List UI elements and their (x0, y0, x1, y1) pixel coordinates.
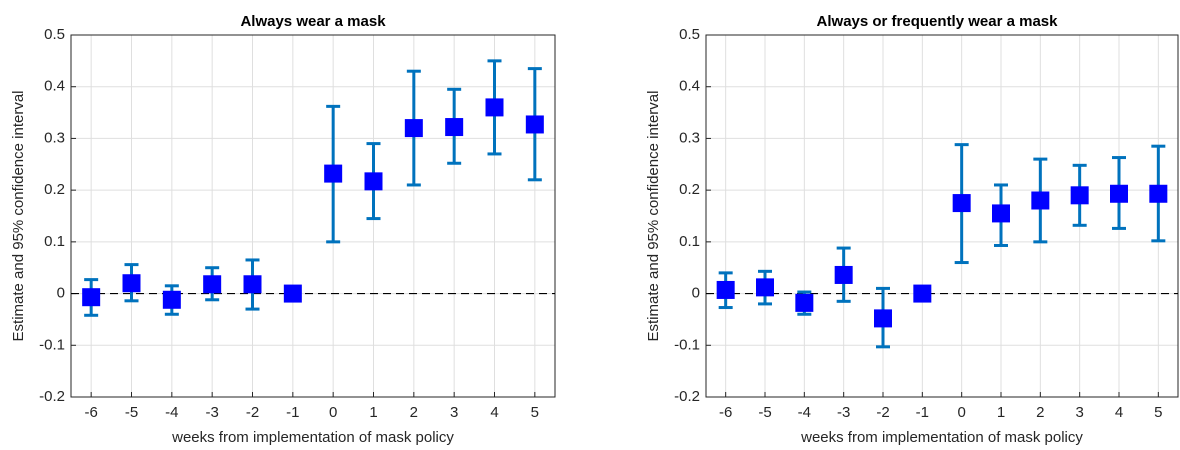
x-tick-label: 3 (450, 404, 458, 421)
plot-area (71, 35, 555, 397)
estimate-marker (485, 98, 504, 117)
estimate-marker (1070, 186, 1089, 205)
y-tick-label: 0.1 (44, 233, 65, 250)
estimate-marker (1031, 191, 1050, 210)
x-axis-label: weeks from implementation of mask policy (171, 429, 454, 446)
x-tick-label: -6 (84, 404, 97, 421)
x-tick-label: 4 (490, 404, 498, 421)
x-tick-label: -1 (286, 404, 299, 421)
y-axis-label: Estimate and 95% confidence interval (10, 91, 27, 342)
chart-title: Always or frequently wear a mask (817, 13, 1059, 30)
estimate-marker (952, 194, 971, 213)
estimate-marker (795, 293, 814, 312)
x-tick-label: 2 (1036, 404, 1044, 421)
axes-box (70, 34, 556, 398)
y-tick-label: 0.1 (679, 233, 700, 250)
x-tick-label: 3 (1075, 404, 1083, 421)
y-tick-label: -0.1 (674, 336, 700, 353)
plot-area (706, 35, 1178, 397)
y-tick-label: 0 (692, 285, 700, 302)
estimate-marker (913, 284, 932, 303)
y-tick-label: 0.5 (679, 26, 700, 43)
x-tick-label: 4 (1115, 404, 1123, 421)
y-tick-label: 0.5 (44, 26, 65, 43)
estimate-marker (283, 284, 302, 303)
x-tick-label: 1 (997, 404, 1005, 421)
axes-box (705, 34, 1179, 398)
estimate-marker (324, 164, 343, 183)
y-axis-label: Estimate and 95% confidence interval (645, 91, 662, 342)
y-tick-label: -0.2 (39, 388, 65, 405)
estimate-marker (874, 309, 892, 328)
x-tick-label: -3 (205, 404, 218, 421)
x-tick-label: -4 (165, 404, 178, 421)
estimate-marker (445, 118, 464, 137)
x-tick-label: 0 (957, 404, 965, 421)
x-tick-label: 0 (329, 404, 337, 421)
x-tick-label: 1 (369, 404, 377, 421)
y-tick-label: 0.2 (679, 181, 700, 198)
y-tick-label: 0 (57, 285, 65, 302)
estimate-marker (243, 275, 262, 294)
estimate-marker (122, 274, 141, 293)
y-tick-label: 0.3 (679, 129, 700, 146)
y-tick-label: -0.2 (674, 388, 700, 405)
x-tick-label: -2 (246, 404, 259, 421)
y-tick-label: 0.2 (44, 181, 65, 198)
estimate-marker (404, 119, 423, 138)
estimate-marker (834, 265, 853, 284)
x-tick-label: -5 (125, 404, 138, 421)
estimate-marker (364, 172, 383, 191)
estimate-marker (162, 290, 181, 309)
estimate-marker (1149, 184, 1168, 203)
y-tick-label: 0.4 (44, 78, 65, 95)
x-tick-label: -6 (719, 404, 732, 421)
x-tick-label: 5 (1154, 404, 1162, 421)
x-tick-label: 5 (531, 404, 539, 421)
x-tick-label: -1 (916, 404, 929, 421)
x-tick-label: -3 (837, 404, 850, 421)
y-tick-label: -0.1 (39, 336, 65, 353)
x-axis-label: weeks from implementation of mask policy (800, 429, 1083, 446)
x-tick-label: -2 (876, 404, 889, 421)
y-tick-label: 0.4 (679, 78, 700, 95)
estimate-marker (203, 275, 222, 294)
estimate-marker (525, 115, 544, 134)
estimate-marker (82, 288, 101, 307)
y-tick-label: 0.3 (44, 129, 65, 146)
x-tick-label: 2 (410, 404, 418, 421)
estimate-marker (716, 280, 735, 299)
chart-title: Always wear a mask (240, 13, 386, 30)
estimate-marker (992, 204, 1010, 223)
x-tick-label: -5 (758, 404, 771, 421)
x-tick-label: -4 (798, 404, 811, 421)
estimate-marker (756, 278, 774, 297)
estimate-marker (1110, 184, 1128, 203)
